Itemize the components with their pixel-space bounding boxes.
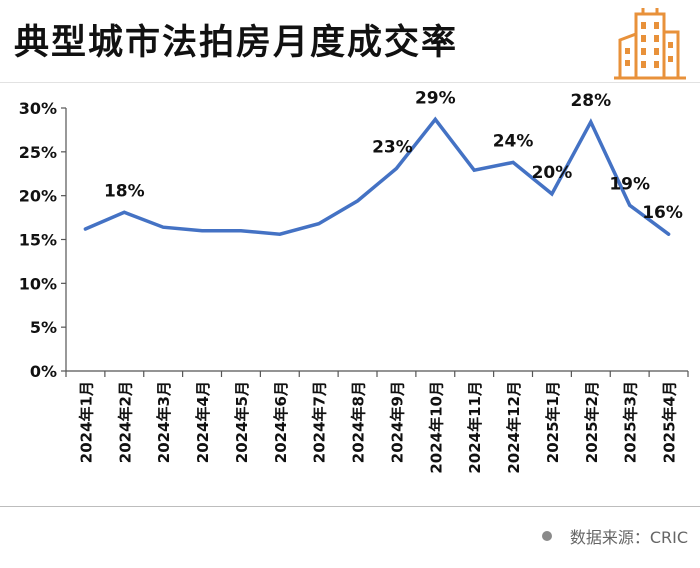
y-tick-label: 15% xyxy=(19,231,57,250)
x-tick-label: 2024年1月 xyxy=(77,381,95,463)
series-line xyxy=(83,116,671,236)
x-tick-label: 2025年1月 xyxy=(544,381,562,463)
data-label: 20% xyxy=(532,163,573,183)
bullet-dot-icon xyxy=(541,531,552,541)
x-tick-label: 2025年4月 xyxy=(661,381,679,463)
x-tick-label: 2024年10月 xyxy=(427,381,445,474)
page-title: 典型城市法拍房月度成交率 xyxy=(14,23,459,63)
x-tick-label: 2024年9月 xyxy=(388,381,406,463)
x-tick-label: 2024年12月 xyxy=(505,381,523,474)
data-label: 18% xyxy=(104,181,145,201)
data-label: 28% xyxy=(570,91,611,111)
x-tick-label: 2025年2月 xyxy=(583,381,601,463)
header-divider xyxy=(0,82,700,83)
data-label: 23% xyxy=(372,137,413,157)
source-text: 数据来源：CRIC xyxy=(569,528,688,547)
x-tick-label: 2024年7月 xyxy=(311,381,329,463)
y-tick-label: 25% xyxy=(19,143,57,162)
x-tick-label: 2024年5月 xyxy=(233,381,251,463)
x-tick-label: 2024年8月 xyxy=(350,381,368,463)
y-tick-label: 30% xyxy=(19,99,57,118)
x-tick-label: 2024年11月 xyxy=(466,381,484,474)
data-label: 19% xyxy=(609,174,650,194)
x-tick-label: 2024年6月 xyxy=(272,381,290,463)
x-tick-label: 2024年4月 xyxy=(194,381,212,463)
source-note: 数据来源：CRIC xyxy=(541,524,688,548)
data-label: 29% xyxy=(415,88,456,108)
y-tick-label: 5% xyxy=(30,318,57,337)
x-tick-label: 2024年3月 xyxy=(155,381,173,463)
building-icon xyxy=(614,8,686,80)
y-tick-label: 20% xyxy=(19,187,57,206)
y-tick-label: 0% xyxy=(30,362,57,381)
line-chart: 0% 5% 10% 15% 20% 25% 30% 2024年1月 2024年2月 2024年3月… xyxy=(19,88,689,474)
data-label: 16% xyxy=(642,203,683,223)
data-label: 24% xyxy=(493,131,534,151)
x-tick-label: 2025年3月 xyxy=(622,381,640,463)
y-tick-label: 10% xyxy=(19,274,57,293)
footer-divider xyxy=(0,506,700,507)
x-tick-label: 2024年2月 xyxy=(116,381,134,463)
